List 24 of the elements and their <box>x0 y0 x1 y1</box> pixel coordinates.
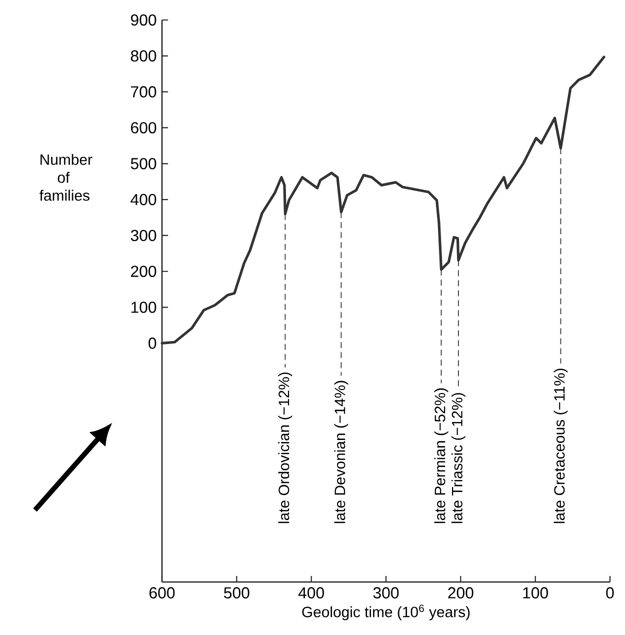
y-tick-label: 0 <box>148 338 156 349</box>
y-tick-label: 200 <box>131 266 156 278</box>
x-tick-label: 500 <box>224 587 250 598</box>
annotation: late Cretaceous (−11%) <box>554 368 568 524</box>
y-tick-label: 400 <box>130 194 156 206</box>
y-tick-label: 900 <box>130 14 156 26</box>
x-tick-label: 200 <box>448 587 474 598</box>
annotation: late Ordovician (−12%) <box>278 372 292 524</box>
annotation: late Triassic (−12%) <box>451 393 466 524</box>
annotation: late Permian (−52%) <box>434 388 448 524</box>
x-tick-label: 600 <box>150 587 175 598</box>
y-tick-label: 300 <box>130 230 156 242</box>
x-tick-label: 100 <box>523 587 548 598</box>
y-axis-title: Number of families <box>40 154 92 201</box>
y-tick-label: 500 <box>130 158 156 170</box>
y-tick-label: 600 <box>131 122 156 134</box>
y-tick-label: 700 <box>131 86 156 98</box>
x-tick-label: 300 <box>373 587 399 598</box>
y-tick-label: 100 <box>131 302 156 313</box>
annotation: late Devonian (−14%) <box>334 380 348 524</box>
x-axis-title: Geologic time (10$^{6}$ years) <box>302 604 470 620</box>
x-tick-label: 0 <box>606 587 614 598</box>
x-tick-label: 400 <box>298 587 324 598</box>
y-tick-label: 800 <box>130 50 156 62</box>
